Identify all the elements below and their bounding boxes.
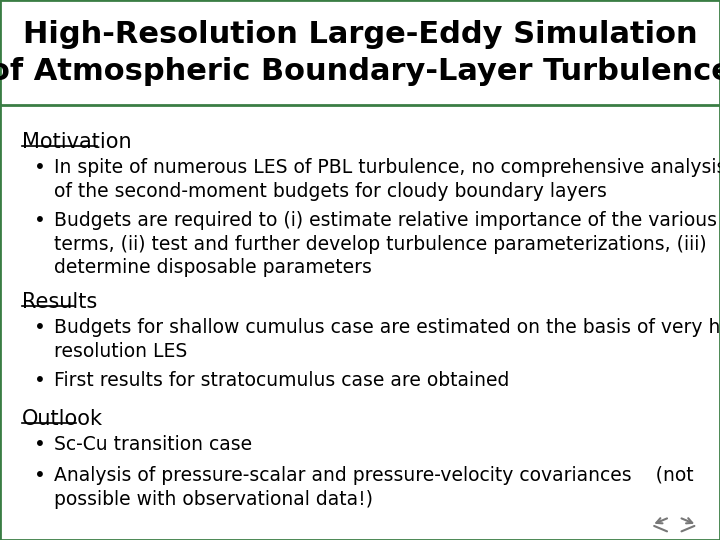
Text: High-Resolution Large-Eddy Simulation
of Atmospheric Boundary-Layer Turbulence: High-Resolution Large-Eddy Simulation of… bbox=[0, 19, 720, 86]
Text: Budgets for shallow cumulus case are estimated on the basis of very high
resolut: Budgets for shallow cumulus case are est… bbox=[54, 318, 720, 361]
Text: Results: Results bbox=[22, 292, 97, 312]
Text: First results for stratocumulus case are obtained: First results for stratocumulus case are… bbox=[54, 371, 509, 390]
Text: •: • bbox=[34, 371, 45, 390]
Text: •: • bbox=[34, 466, 45, 485]
Text: Motivation: Motivation bbox=[22, 132, 131, 152]
Text: •: • bbox=[34, 435, 45, 454]
Text: Sc-Cu transition case: Sc-Cu transition case bbox=[54, 435, 252, 454]
Text: In spite of numerous LES of PBL turbulence, no comprehensive analysis
of the sec: In spite of numerous LES of PBL turbulen… bbox=[54, 158, 720, 201]
Text: Budgets are required to (i) estimate relative importance of the various
terms, (: Budgets are required to (i) estimate rel… bbox=[54, 211, 717, 277]
Text: Analysis of pressure-scalar and pressure-velocity covariances    (not
possible w: Analysis of pressure-scalar and pressure… bbox=[54, 466, 693, 509]
Text: •: • bbox=[34, 158, 45, 177]
Text: •: • bbox=[34, 318, 45, 337]
FancyBboxPatch shape bbox=[0, 0, 720, 105]
Text: Outlook: Outlook bbox=[22, 409, 102, 429]
Text: •: • bbox=[34, 211, 45, 230]
